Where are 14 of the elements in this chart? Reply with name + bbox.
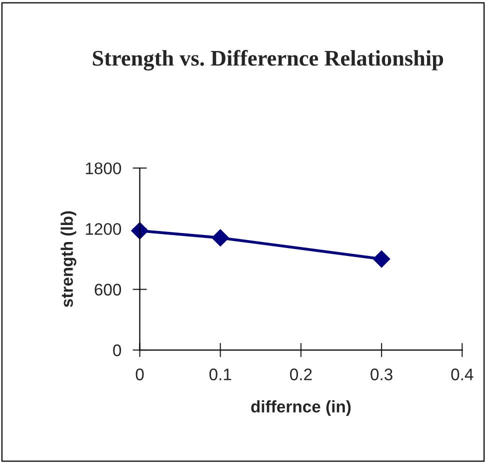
x-tick-label: 0.4 <box>451 368 474 380</box>
y-tick-label: 1800 <box>86 162 122 174</box>
point <box>373 250 390 268</box>
x-axis-title: differnce (in) <box>251 400 351 416</box>
x-tick-label: 0.3 <box>370 368 392 380</box>
y-tick-label: 600 <box>94 284 122 296</box>
y-tick-label: 0 <box>113 344 122 356</box>
chart-title: Strength vs. Differernce Relationship <box>92 50 444 70</box>
y-axis-title: strength (lb) <box>60 211 76 308</box>
x-tick-label: 0.1 <box>209 368 232 380</box>
x-tick-label: 0 <box>136 368 144 380</box>
x-tick-label: 0.2 <box>290 368 312 380</box>
point <box>212 229 229 246</box>
y-tick-label: 1200 <box>86 223 122 235</box>
